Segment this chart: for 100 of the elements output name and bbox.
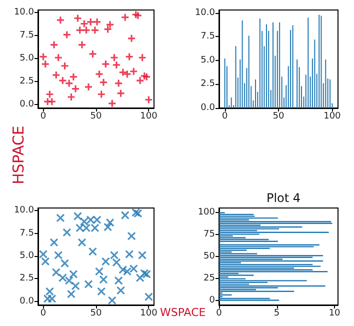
point [138,250,147,260]
y-tick-label: 0.0 [20,296,34,306]
y-tick-label: 0.0 [20,99,34,110]
point [125,250,134,259]
chart-title: Plot 4 [266,191,301,205]
point [127,34,136,43]
point [71,282,80,290]
x-tick-label: 50 [272,112,284,122]
point [108,99,116,108]
point [140,268,149,278]
point [45,90,54,99]
point [101,60,110,68]
point [73,212,82,220]
y-tick-label: 7.5 [20,228,34,238]
y-tick-label: 2.5 [20,274,34,284]
point [94,70,104,78]
point [52,268,60,277]
point [110,53,119,62]
point [144,292,154,302]
y-tick-label: 7.5 [200,32,215,42]
y-tick-label: 0.0 [200,103,216,113]
point [144,95,154,104]
point [78,40,86,50]
point [94,267,104,276]
point [138,53,147,62]
point [50,238,58,247]
point [56,16,65,24]
point [56,214,65,222]
x-tick-label: 0 [216,308,222,318]
point [127,232,136,240]
x-tick-label: 0 [40,112,46,122]
point [90,26,100,34]
point [99,275,108,284]
point [62,228,72,237]
point [106,218,114,227]
y-tick-label: 25 [204,273,215,284]
point [97,90,106,99]
x-tick-label: 5 [274,308,280,318]
point [132,208,140,217]
x-tick-label: 100 [140,112,158,122]
x-tick-label: 10 [328,308,341,318]
y-tick-label: 2.5 [200,79,215,90]
y-tick-label: 100 [198,208,216,218]
point [129,67,138,76]
text: WSPACE [160,306,206,319]
point [88,247,98,256]
text: HSPACE [8,126,27,184]
x-tick-label: 0 [40,308,46,318]
point [38,250,48,259]
y-tick-label: 5.0 [20,251,34,262]
point [92,18,102,26]
point [41,257,50,266]
point [54,250,63,260]
point [101,257,110,266]
point [112,258,121,267]
point [134,209,142,218]
y-tick-label: 10.0 [14,8,34,18]
x-tick-label: 100 [324,112,342,122]
point [112,60,121,70]
point [134,11,142,20]
y-tick-label: 0 [209,295,216,306]
y-tick-label: 50 [204,252,216,262]
point [78,238,86,247]
point [122,70,132,78]
point [38,52,48,62]
point [54,53,63,62]
point [108,296,116,305]
point [136,76,144,85]
point [99,78,108,87]
point [120,210,130,220]
point [125,52,134,62]
x-tick-label: 50 [90,308,102,318]
point [116,286,126,295]
point [104,24,112,34]
point [69,72,78,82]
y-tick-label: 5.0 [200,55,216,66]
point [116,89,126,98]
y-tick-label: 2.5 [20,76,34,86]
point [114,276,123,285]
y-tick-label: 10.0 [194,8,216,18]
point [120,13,130,22]
point [60,259,70,268]
y-tick-label: 5.0 [20,54,34,64]
point [136,274,144,282]
point [52,70,60,80]
point [106,20,114,29]
point [69,270,78,278]
point [114,78,123,88]
point [41,60,50,68]
y-tick-label: 7.5 [20,30,34,41]
point [66,92,76,102]
point [45,287,54,296]
point [104,222,112,232]
point [110,250,119,260]
point [62,30,72,40]
y-tick-label: 75 [204,230,215,240]
point [66,290,76,298]
point [140,72,149,80]
point [88,50,98,58]
point [84,82,93,92]
